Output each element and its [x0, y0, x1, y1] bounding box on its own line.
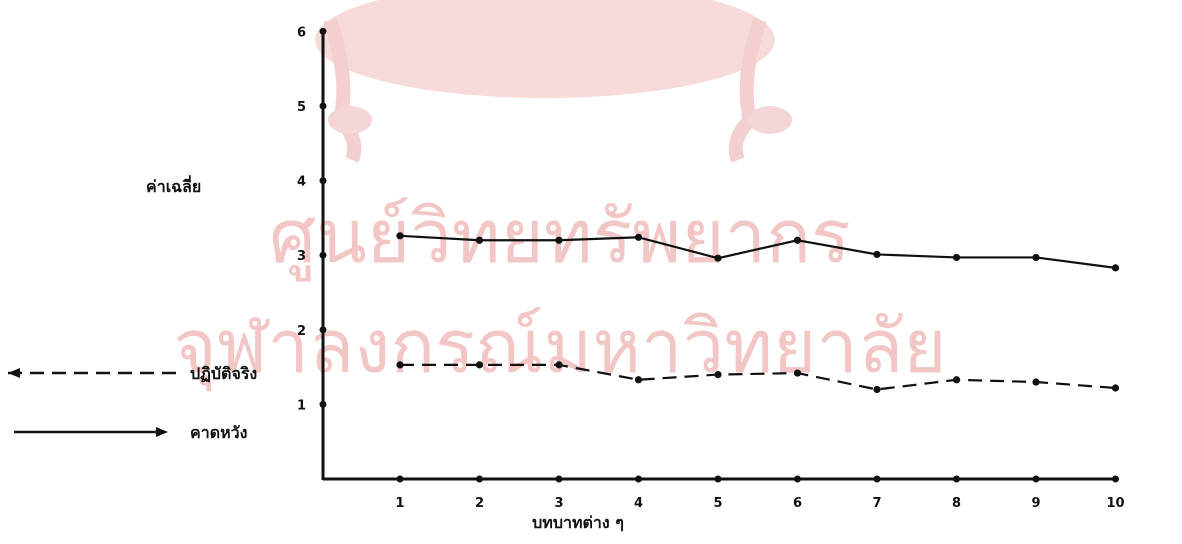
y-axis-label: ค่าเฉลี่ย	[146, 175, 201, 196]
data-point-expected	[475, 236, 484, 244]
x-tick-label: 1	[395, 496, 404, 511]
data-point-actual	[1032, 378, 1040, 386]
y-tick-mark	[319, 400, 327, 408]
watermark-emblem	[315, 0, 792, 163]
y-axis-ticks: 1 2 3 4 5 6	[297, 25, 327, 413]
data-point-expected	[396, 232, 404, 240]
y-tick-label: 4	[297, 175, 306, 190]
data-point-expected	[714, 254, 722, 262]
x-tick-mark	[794, 475, 801, 483]
y-tick-label: 5	[297, 100, 306, 115]
x-tick-label: 9	[1031, 496, 1040, 511]
data-point-actual	[873, 385, 881, 394]
y-tick-label: 6	[297, 25, 306, 40]
y-tick-mark	[319, 326, 327, 334]
x-tick-mark	[873, 475, 881, 483]
data-point-expected	[1111, 264, 1120, 272]
x-tick-label: 3	[554, 496, 563, 511]
x-axis-ticks: 1 2 3 4 5 6 7 8 9 10	[395, 475, 1125, 511]
x-tick-mark	[396, 475, 404, 483]
x-tick-label: 2	[475, 496, 484, 511]
y-tick-label: 1	[297, 398, 306, 413]
data-point-actual	[793, 369, 802, 377]
legend-dashed-arrow-icon	[8, 368, 20, 378]
legend: ปฏิบัติจริง คาดหวัง	[8, 364, 257, 442]
data-point-actual	[1111, 384, 1120, 392]
data-point-actual	[475, 361, 484, 369]
data-point-expected	[873, 250, 881, 259]
x-tick-mark	[635, 475, 642, 483]
data-point-expected	[952, 253, 961, 262]
data-point-expected	[634, 233, 643, 241]
x-tick-label: 5	[713, 496, 722, 511]
data-point-expected	[1032, 253, 1040, 262]
x-tick-label: 6	[793, 496, 802, 511]
x-axis-label: บทบาทต่าง ๆ	[532, 513, 624, 532]
x-tick-label: 10	[1106, 496, 1124, 511]
y-tick-label: 2	[297, 324, 306, 339]
y-tick-mark	[319, 251, 327, 259]
x-tick-label: 4	[634, 496, 643, 511]
y-tick-label: 3	[297, 249, 306, 264]
legend-label-expected: คาดหวัง	[190, 423, 247, 442]
data-point-expected	[793, 236, 802, 244]
data-point-actual	[714, 370, 722, 379]
watermark-line-2: จุฬาลงกรณ์มหาวิทยาลัย	[173, 304, 946, 392]
legend-solid-arrow-icon	[156, 427, 168, 437]
x-tick-mark	[555, 475, 563, 483]
data-point-actual	[952, 376, 961, 384]
legend-label-actual: ปฏิบัติจริง	[190, 364, 257, 383]
data-point-actual	[396, 361, 404, 369]
x-tick-mark	[953, 475, 960, 483]
x-tick-mark	[476, 475, 483, 483]
x-tick-mark	[1112, 475, 1119, 483]
series-line-actual	[400, 363, 1116, 391]
x-tick-label: 7	[872, 496, 881, 511]
data-point-actual	[634, 376, 643, 384]
y-tick-mark	[319, 177, 327, 185]
series-layer	[396, 232, 1120, 394]
series-line-expected	[399, 234, 1116, 269]
x-tick-mark	[1032, 475, 1040, 483]
x-tick-mark	[714, 475, 722, 483]
x-tick-label: 8	[952, 496, 961, 511]
y-tick-mark	[319, 102, 327, 110]
data-point-actual	[555, 361, 563, 369]
data-point-expected	[555, 236, 563, 244]
y-tick-mark	[319, 27, 327, 35]
